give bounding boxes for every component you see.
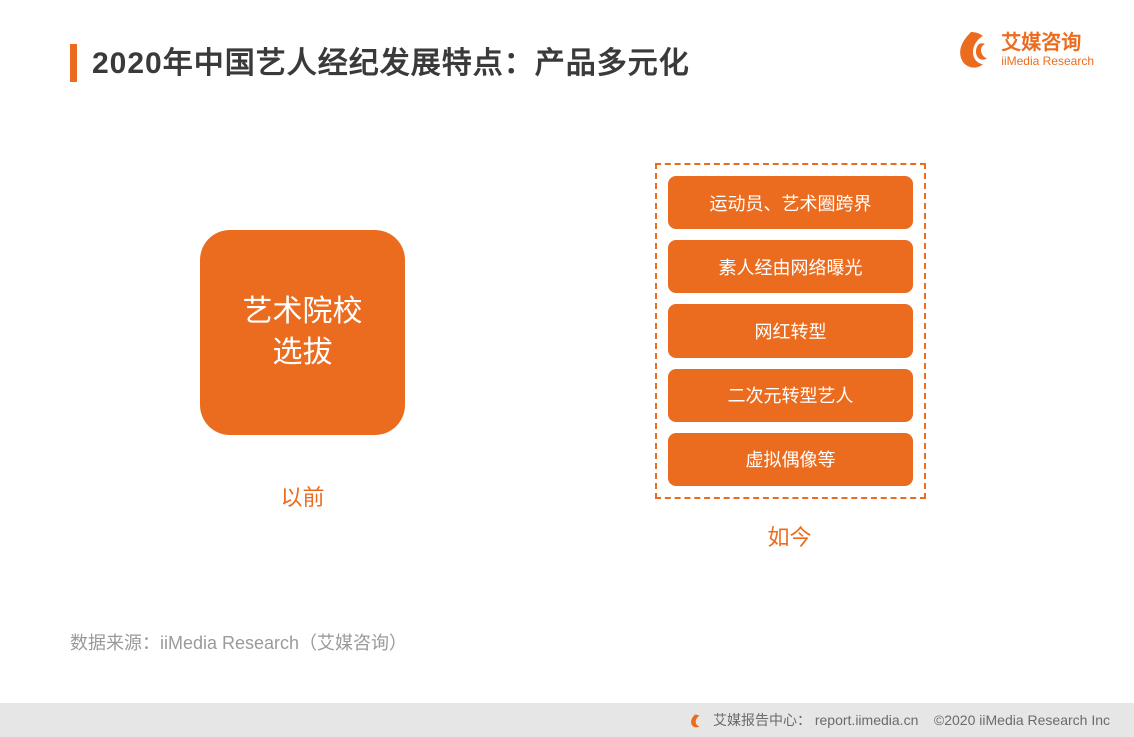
now-box: 运动员、艺术圈跨界 素人经由网络曝光 网红转型 二次元转型艺人 虚拟偶像等 — [655, 163, 926, 499]
logo-cn: 艾媒咨询 — [1001, 32, 1094, 55]
data-source: 数据来源：iiMedia Research（艾媒咨询） — [70, 629, 407, 655]
title-accent-bar — [70, 44, 77, 82]
page-title: 2020年中国艺人经纪发展特点：产品多元化 — [92, 38, 690, 82]
now-item: 二次元转型艺人 — [668, 369, 913, 422]
now-label: 如今 — [655, 520, 924, 552]
now-item: 虚拟偶像等 — [668, 433, 913, 486]
title-row: 2020年中国艺人经纪发展特点：产品多元化 — [70, 38, 690, 82]
footer-url: report.iimedia.cn — [815, 712, 919, 728]
logo-text: 艾媒咨询 iiMedia Research — [1001, 32, 1094, 69]
now-item: 素人经由网络曝光 — [668, 240, 913, 293]
now-item: 运动员、艺术圈跨界 — [668, 176, 913, 229]
brand-logo: 艾媒咨询 iiMedia Research — [949, 28, 1094, 72]
before-text: 艺术院校 选拔 — [243, 292, 363, 373]
before-block: 艺术院校 选拔 — [200, 230, 405, 435]
footer-copyright: ©2020 iiMedia Research Inc — [934, 712, 1110, 728]
footer-bar: 艾媒报告中心： report.iimedia.cn ©2020 iiMedia … — [0, 703, 1134, 737]
now-item: 网红转型 — [668, 304, 913, 357]
logo-en: iiMedia Research — [1001, 55, 1094, 69]
footer-logo-icon — [687, 713, 703, 729]
footer-label: 艾媒报告中心： — [713, 712, 811, 728]
before-label: 以前 — [200, 480, 405, 512]
logo-mark-icon — [949, 28, 993, 72]
